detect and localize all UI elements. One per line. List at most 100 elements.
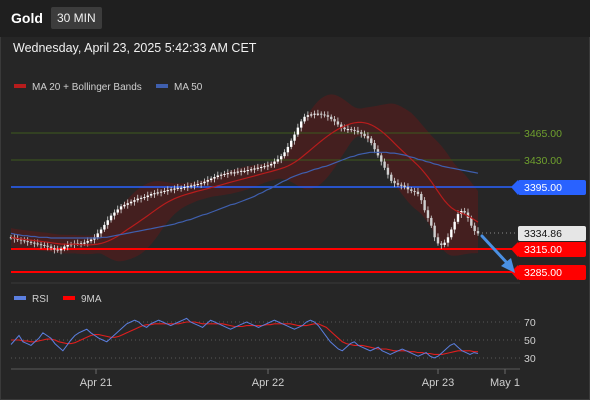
- candle-body: [53, 248, 56, 250]
- candle-body: [390, 174, 393, 181]
- bollinger-bands: [11, 94, 478, 262]
- candle-body: [476, 231, 480, 234]
- candle-body: [33, 242, 36, 244]
- rsi-line: [10, 317, 479, 359]
- timeframe-button[interactable]: 30 MIN: [51, 7, 102, 29]
- level-label-3465.00: 3465.00: [524, 128, 562, 140]
- candle-body: [253, 168, 256, 170]
- candle-body: [173, 188, 176, 190]
- candle-body: [290, 140, 293, 147]
- level-label-3395.00: 3395.00: [524, 182, 562, 194]
- candle-body: [86, 241, 89, 243]
- candle-body: [443, 242, 446, 245]
- x-tick-label: May 1: [490, 377, 520, 389]
- candle-body: [310, 114, 313, 116]
- candle-body: [286, 146, 290, 153]
- candle-body: [466, 212, 470, 218]
- candle-body: [323, 114, 326, 116]
- candle-body: [119, 206, 123, 210]
- candle-body: [416, 191, 420, 195]
- candle-body: [203, 181, 206, 184]
- candle-body: [143, 197, 146, 199]
- arrow-head-icon: [501, 258, 515, 273]
- candle-body: [96, 233, 99, 238]
- candle-body: [320, 113, 323, 115]
- level-tag-3285.00: [518, 265, 586, 280]
- candle-body: [473, 225, 476, 232]
- candle-body: [383, 161, 386, 168]
- candle-body: [36, 243, 39, 245]
- candle-body: [129, 201, 133, 204]
- candle-body: [333, 119, 336, 122]
- level-tag-3395.00: [518, 180, 586, 195]
- ma9-legend-swatch: [63, 296, 75, 300]
- candle-body: [213, 177, 216, 179]
- x-axis-ticks: Apr 21 Apr 22 Apr 23 May 1: [80, 369, 520, 389]
- rsi-ma9-line: [11, 321, 478, 355]
- candle-body: [440, 243, 443, 245]
- candle-body: [256, 167, 260, 169]
- candle-body: [23, 240, 26, 242]
- candle-body: [103, 224, 106, 230]
- candle-body: [303, 116, 306, 122]
- ma50-line: [10, 151, 479, 239]
- candle-body: [276, 159, 280, 162]
- candle-body: [39, 244, 43, 246]
- level-tag-pointer: [511, 242, 518, 257]
- candle-body: [216, 175, 220, 178]
- candle-body: [470, 217, 473, 226]
- candle-body: [463, 210, 466, 213]
- x-tick-label: Apr 22: [252, 377, 284, 389]
- level-label-3285.00: 3285.00: [524, 267, 562, 279]
- candle-body: [233, 172, 236, 174]
- rsi-legend-swatch: [14, 296, 26, 300]
- level-tag-pointer: [511, 180, 518, 195]
- candle-body: [426, 210, 430, 218]
- candle-body: [79, 243, 83, 245]
- candle-body: [63, 246, 66, 249]
- candle-body: [56, 249, 59, 251]
- candle-body: [249, 169, 253, 171]
- candle-body: [123, 204, 126, 207]
- candle-body: [146, 195, 149, 198]
- top-bar: Gold 30 MIN: [0, 0, 590, 37]
- candle-body: [59, 248, 63, 251]
- candle-body: [433, 225, 436, 238]
- candle-body: [296, 127, 300, 135]
- candle-body: [223, 173, 226, 175]
- candle-body: [293, 134, 296, 141]
- candle-body: [196, 183, 199, 185]
- candle-body: [106, 220, 109, 225]
- ma50-legend-swatch: [156, 84, 168, 88]
- candle-body: [356, 130, 360, 133]
- candle-body: [229, 172, 233, 174]
- candle-body: [446, 237, 450, 243]
- candle-body: [226, 173, 230, 175]
- candle-body: [26, 241, 29, 243]
- candle-body: [263, 166, 266, 168]
- candle-body: [236, 171, 240, 173]
- candle-body: [89, 239, 93, 242]
- candle-body: [456, 214, 460, 222]
- main-legend: MA 20 + Bollinger Bands MA 50: [14, 82, 203, 93]
- candle-body: [350, 129, 353, 131]
- candle-body: [19, 239, 23, 241]
- candle-body: [353, 129, 356, 131]
- candle-body: [186, 186, 189, 188]
- candle-body: [176, 187, 179, 189]
- x-tick-label: Apr 21: [80, 377, 112, 389]
- candle-body: [346, 129, 350, 131]
- datetime-label: Wednesday, April 23, 2025 5:42:33 AM CET: [13, 41, 257, 55]
- candle-body: [153, 193, 156, 195]
- candle-body: [46, 245, 49, 247]
- candle-body: [410, 189, 413, 191]
- candle-body: [29, 241, 33, 243]
- rsi-tick-50: 50: [524, 335, 536, 347]
- candle-body: [453, 221, 456, 230]
- candle-body: [189, 185, 193, 187]
- candle-body: [300, 121, 303, 128]
- candle-body: [113, 212, 116, 216]
- candle-body: [393, 180, 396, 184]
